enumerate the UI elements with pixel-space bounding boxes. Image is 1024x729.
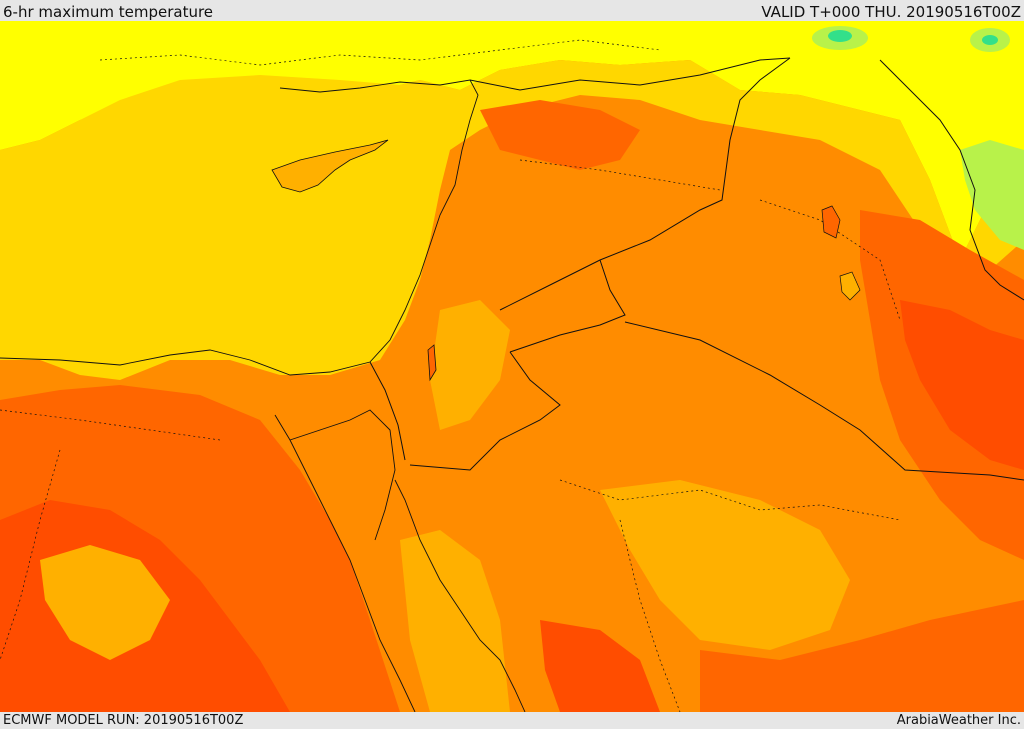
border-jordan-iraq	[509, 259, 626, 353]
field-cool-green-northeast	[982, 35, 998, 45]
field-light-orange-egypt	[40, 545, 170, 660]
field-cool-green-north	[828, 30, 852, 42]
boundary-syria-1	[519, 159, 721, 191]
map-canvas	[0, 21, 1024, 712]
coastline-sinai	[289, 409, 396, 541]
field-dark-orange-syria	[480, 100, 640, 170]
boundary-iraq-1	[759, 199, 901, 321]
coastline-red-sea-east	[394, 479, 526, 712]
credit-label: ArabiaWeather Inc.	[896, 713, 1021, 728]
border-egypt-israel	[369, 361, 406, 461]
field-light-orange-saudi	[600, 480, 850, 650]
border-jordan-saudi	[409, 351, 561, 471]
border-turkey-syria	[469, 57, 791, 91]
border-syria-iraq	[499, 57, 791, 311]
border-iraq-iran	[879, 59, 1024, 301]
island-cyprus	[271, 139, 389, 193]
boundary-egypt-1	[0, 409, 221, 441]
dead-sea	[427, 344, 437, 382]
field-dark-orange-saudi-south	[700, 600, 1024, 712]
temperature-map	[0, 21, 1024, 712]
model-run-label: ECMWF MODEL RUN: 20190516T00Z	[3, 713, 244, 728]
valid-time-label: VALID T+000 THU. 20190516T00Z	[761, 3, 1021, 21]
field-light-orange-hejaz	[400, 530, 510, 712]
map-header: 6-hr maximum temperature VALID T+000 THU…	[0, 0, 1024, 21]
boundary-turkey-1	[99, 39, 661, 66]
country-borders	[369, 57, 1024, 481]
internal-boundaries	[0, 39, 901, 712]
map-footer: ECMWF MODEL RUN: 20190516T00Z ArabiaWeat…	[0, 712, 1024, 729]
field-red-orange-hejaz-south	[540, 620, 660, 712]
boundary-saudi-2	[619, 519, 681, 712]
border-iraq-saudi	[624, 321, 1024, 481]
field-green-zagros	[960, 140, 1024, 250]
map-title: 6-hr maximum temperature	[3, 3, 214, 21]
boundary-egypt-2	[0, 449, 61, 661]
lake-tharthar	[821, 205, 841, 239]
field-light-orange-jordan	[430, 300, 510, 430]
coastline-levant	[0, 79, 479, 376]
coastline-red-sea-west	[274, 414, 416, 712]
boundary-saudi-1	[559, 479, 901, 521]
field-red-orange-iraq	[900, 300, 1024, 470]
lake-razzaza	[839, 271, 861, 301]
